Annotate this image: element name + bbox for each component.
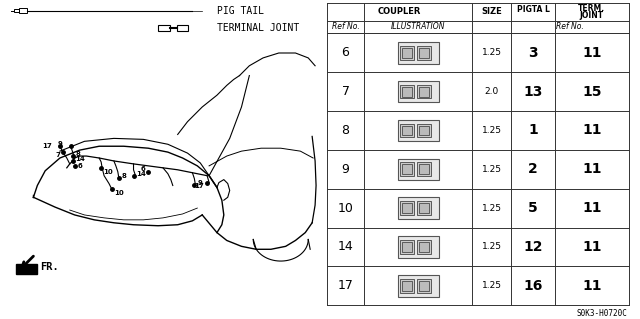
Text: 13: 13 (524, 85, 543, 99)
Bar (417, 240, 431, 254)
Text: 14: 14 (76, 156, 86, 162)
Bar (419, 281, 429, 291)
Text: 6: 6 (342, 46, 349, 59)
Text: 1.25: 1.25 (482, 242, 502, 251)
Text: 8: 8 (76, 151, 81, 157)
Text: Ref No.: Ref No. (332, 23, 360, 32)
Bar (403, 87, 412, 97)
Text: 1.25: 1.25 (482, 204, 502, 213)
Text: 9: 9 (342, 163, 349, 176)
Text: TERM.: TERM. (579, 4, 605, 13)
Text: 11: 11 (582, 279, 602, 293)
Bar (419, 203, 429, 213)
Text: 8: 8 (342, 124, 349, 137)
Text: 11: 11 (582, 46, 602, 60)
Text: 6: 6 (141, 166, 145, 172)
Bar (419, 242, 429, 252)
Text: 2: 2 (528, 162, 538, 176)
Bar (401, 240, 414, 254)
Text: 9: 9 (197, 180, 202, 186)
Bar (158, 25, 170, 31)
Text: 3: 3 (528, 46, 538, 60)
Text: TERMINAL JOINT: TERMINAL JOINT (217, 24, 299, 33)
Bar (397, 120, 439, 141)
Bar (397, 81, 439, 102)
Bar (417, 123, 431, 137)
Text: 11: 11 (582, 240, 602, 254)
Text: 1.25: 1.25 (482, 126, 502, 135)
Bar (397, 197, 439, 219)
Text: 17: 17 (42, 143, 52, 149)
Bar (417, 85, 431, 99)
Bar (401, 85, 414, 99)
Bar (403, 48, 412, 58)
Text: 1.25: 1.25 (482, 165, 502, 174)
Text: FR.: FR. (40, 262, 59, 272)
Text: 11: 11 (582, 201, 602, 215)
Bar (401, 201, 414, 215)
Text: 11: 11 (582, 162, 602, 176)
Text: SIZE: SIZE (481, 7, 502, 16)
Bar (397, 159, 439, 180)
Bar (403, 126, 412, 135)
Bar (397, 236, 439, 258)
Bar (417, 162, 431, 176)
Text: 10: 10 (103, 169, 113, 175)
Bar (417, 46, 431, 60)
Bar (401, 279, 414, 293)
Bar (419, 48, 429, 58)
Bar (403, 242, 412, 252)
Bar (417, 201, 431, 215)
Text: 5: 5 (528, 201, 538, 215)
Bar (14, 9, 19, 12)
Bar (403, 281, 412, 291)
Text: 11: 11 (582, 123, 602, 137)
Text: 6: 6 (77, 163, 83, 169)
Bar (397, 275, 439, 297)
Text: 16: 16 (524, 279, 543, 293)
Text: COUPLER: COUPLER (378, 7, 421, 16)
Bar (177, 25, 189, 31)
Text: 7: 7 (342, 85, 349, 98)
Bar (19, 8, 26, 13)
Bar (401, 123, 414, 137)
Text: 12: 12 (524, 240, 543, 254)
Bar (403, 164, 412, 174)
Text: 17: 17 (337, 279, 353, 292)
Text: 1: 1 (528, 123, 538, 137)
Text: 2.0: 2.0 (484, 87, 499, 96)
Text: 1.25: 1.25 (482, 48, 502, 57)
Bar (419, 126, 429, 135)
Bar (417, 279, 431, 293)
Text: 14: 14 (136, 171, 147, 177)
Text: 8: 8 (122, 173, 127, 179)
Text: 9: 9 (58, 141, 63, 147)
Bar (419, 164, 429, 174)
Text: 10: 10 (114, 190, 124, 196)
Text: 17: 17 (195, 183, 204, 189)
Text: Ref No.: Ref No. (556, 23, 584, 32)
Text: PIGTA L: PIGTA L (516, 5, 549, 14)
Bar (419, 87, 429, 97)
Bar (403, 203, 412, 213)
Bar (401, 46, 414, 60)
Text: PIG TAIL: PIG TAIL (217, 6, 264, 16)
Text: S0K3-H0720C: S0K3-H0720C (576, 309, 627, 318)
Bar (397, 42, 439, 63)
Text: 15: 15 (582, 85, 602, 99)
Bar (16, 264, 37, 274)
Text: 1.25: 1.25 (482, 281, 502, 290)
Bar (401, 162, 414, 176)
Text: ILLUSTRATION: ILLUSTRATION (391, 23, 445, 32)
Text: 14: 14 (338, 241, 353, 254)
Text: 10: 10 (337, 202, 353, 215)
Text: JOINT: JOINT (580, 11, 604, 20)
Text: 7: 7 (55, 152, 60, 158)
